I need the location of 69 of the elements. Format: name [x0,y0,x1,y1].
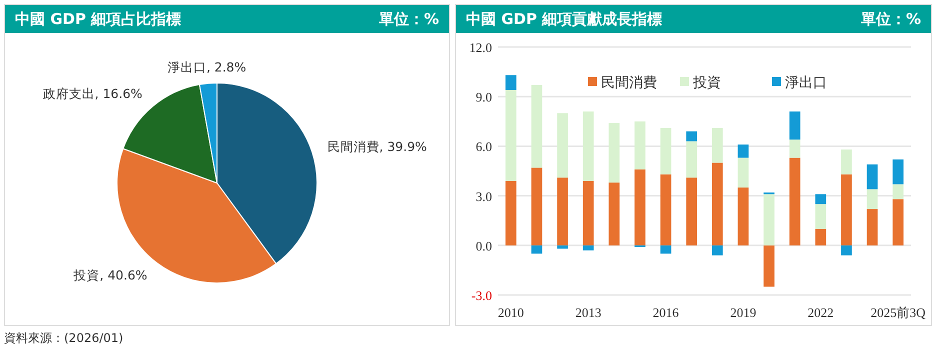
bar [789,158,800,246]
bar [764,245,774,287]
bar [531,245,542,254]
legend-label: 淨出口 [785,75,827,91]
chart-title: 中國 GDP 細項貢獻成長指標 [466,10,662,28]
bar [505,75,516,90]
bar [841,245,852,256]
bar [608,182,620,246]
bar [660,128,672,174]
y-tick-label: 0.0 [476,238,492,254]
bar [608,123,620,183]
chart-subtitle: 單位：% [378,10,439,28]
y-tick-label: -3.0 [471,288,492,303]
y-tick-label: 9.0 [476,90,492,105]
x-tick-label: 2022 [808,305,834,320]
slice-label: 投資, 40.6% [72,268,148,283]
bar [505,180,516,246]
y-tick-label: 12.0 [469,40,492,55]
bar [841,174,852,246]
x-tick-label: 2019 [730,305,756,320]
bar [866,164,878,190]
bar [892,159,904,184]
bar [764,194,774,246]
bar [660,174,672,246]
y-tick-label: 3.0 [476,188,492,204]
bar [686,141,698,178]
bar [634,169,646,246]
bar [557,178,568,246]
bar [686,178,698,246]
x-tick-label: 2010 [498,305,524,320]
bar [738,158,749,188]
bar [505,90,516,181]
slice-label: 淨出口, 2.8% [167,59,246,74]
bar [738,144,749,158]
slice-label: 政府支出, 16.6% [42,86,143,102]
bar [841,150,852,174]
bar [531,168,542,246]
bar [557,245,568,249]
slice-label: 民間消費, 39.9% [327,138,428,154]
bar [582,245,594,250]
bar [789,140,800,158]
bar [815,228,826,246]
bar [789,111,800,140]
bar [815,204,826,229]
bar [531,85,542,168]
chart-subtitle: 單位：% [860,10,921,28]
chart-title: 中國 GDP 細項占比指標 [15,10,182,28]
x-tick-label: 2016 [652,305,680,320]
bar [712,245,723,256]
bar [712,128,723,163]
bar [738,188,749,246]
y-tick-label: 6.0 [476,139,492,154]
bar [892,184,904,200]
bar [557,113,568,178]
bar [815,194,826,204]
legend-label: 投資 [692,75,721,91]
legend-label: 民間消費 [601,75,657,91]
x-tick-label: 2013 [575,305,602,320]
bar [866,209,878,246]
bar [582,111,594,181]
bar [712,162,723,246]
bar [582,180,594,246]
bar [686,131,698,142]
x-tick-label: 2025前3Q [870,305,926,320]
source-note: 資料來源：(2026/01) [4,330,124,347]
bar [634,121,646,170]
bar [866,189,878,210]
bar [892,199,904,246]
bar [660,245,672,254]
